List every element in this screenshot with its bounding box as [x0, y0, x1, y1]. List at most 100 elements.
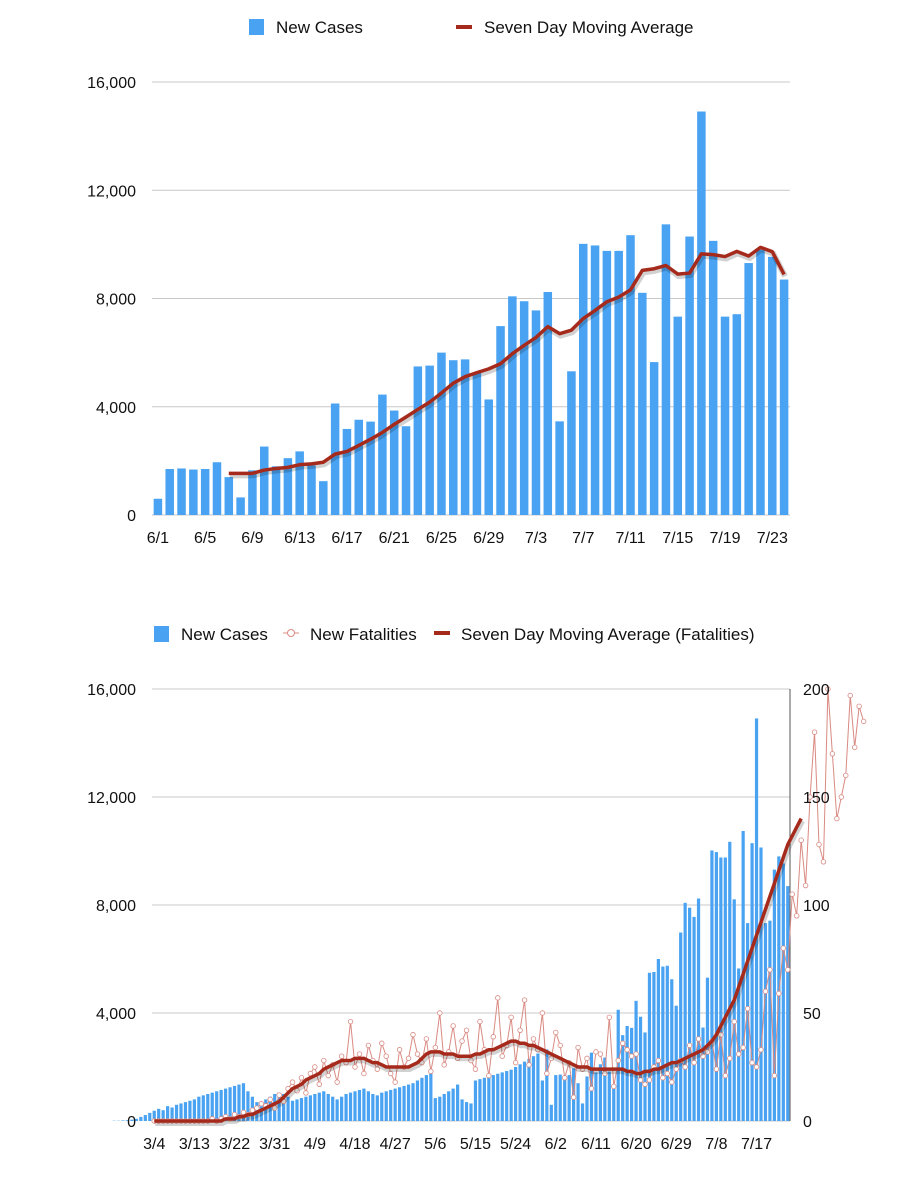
x-tick-label: 6/9	[241, 530, 263, 547]
left-y-tick-label: 16,000	[87, 682, 136, 699]
bar	[330, 403, 340, 515]
fatality-point	[495, 995, 501, 1001]
fatality-point	[713, 1066, 720, 1072]
x-tick-label: 6/13	[284, 530, 315, 547]
bar	[732, 314, 742, 515]
fatality-point	[561, 1075, 568, 1081]
chart1-x-axis: 6/1 6/5 6/9 6/13 6/17 6/21 6/25 6/29 7/3 7/7 7/11 7…	[147, 530, 788, 547]
x-tick-label: 6/20	[621, 1136, 652, 1153]
fatality-point	[856, 703, 862, 709]
fatality-point	[727, 1055, 733, 1062]
bar	[433, 1098, 437, 1121]
bar	[670, 979, 674, 1121]
fatality-point	[437, 1010, 443, 1016]
bar	[148, 1112, 152, 1121]
fatality-point	[508, 1014, 514, 1021]
bar	[415, 1080, 420, 1121]
bar	[708, 240, 718, 515]
bar	[567, 371, 576, 515]
bar	[598, 1064, 602, 1121]
fatality-point	[539, 1010, 546, 1016]
fatality-point	[521, 997, 528, 1003]
bar	[183, 1102, 188, 1121]
fatality-point	[758, 1047, 764, 1053]
bar	[161, 1110, 165, 1121]
bar	[616, 1009, 620, 1121]
bar	[750, 843, 754, 1121]
fatality-point	[459, 1038, 465, 1044]
bar	[661, 966, 665, 1121]
fatality-point	[762, 988, 769, 995]
fatality-point	[490, 1034, 497, 1040]
bar	[625, 1025, 629, 1121]
fatality-point	[271, 1105, 278, 1111]
bar	[786, 886, 790, 1121]
bar	[549, 1104, 553, 1121]
right-y-tick-label: 50	[803, 1006, 821, 1023]
fatality-point	[486, 1072, 492, 1079]
bar	[375, 1095, 379, 1121]
fatality-point	[811, 729, 818, 735]
bar	[451, 1088, 455, 1121]
fatality-point	[294, 1088, 300, 1094]
bar	[621, 1035, 625, 1121]
bar	[362, 1088, 366, 1121]
left-y-tick-label: 8,000	[96, 898, 136, 915]
fatality-point	[686, 1042, 693, 1049]
bar	[647, 972, 652, 1121]
fatality-point	[789, 891, 795, 897]
bar	[246, 1091, 250, 1121]
bar	[540, 1080, 544, 1121]
bar	[447, 1091, 451, 1121]
bar	[348, 1092, 353, 1121]
bar	[555, 421, 564, 515]
bar	[236, 497, 245, 515]
chart1-lines	[228, 245, 788, 479]
fatality-point	[321, 1057, 327, 1064]
fatality-point	[588, 1085, 595, 1092]
bar	[558, 1074, 562, 1121]
bar	[210, 1092, 214, 1121]
fatality-point	[628, 1053, 635, 1059]
bar	[401, 426, 411, 515]
bar	[215, 1091, 219, 1121]
fatality-point	[428, 1068, 434, 1075]
bar	[685, 236, 694, 516]
fatality-point	[731, 1018, 737, 1025]
fatality-point	[396, 1047, 403, 1053]
x-tick-label: 6/21	[379, 530, 410, 547]
fatality-point	[316, 1081, 323, 1087]
bar	[286, 1096, 290, 1121]
fatality-point	[722, 1072, 729, 1079]
bar	[212, 462, 222, 515]
fatality-point	[276, 1092, 282, 1098]
x-tick-label: 6/25	[426, 530, 457, 547]
bar	[732, 899, 736, 1121]
bar	[413, 366, 423, 515]
bar	[380, 1092, 384, 1121]
bar	[554, 1075, 558, 1121]
bar	[224, 477, 234, 515]
fatality-point	[847, 692, 853, 699]
fatality-point	[334, 1079, 340, 1085]
fatality-point	[597, 1051, 604, 1057]
bar	[460, 1099, 464, 1121]
y-tick-label: 8,000	[96, 292, 136, 309]
bar	[449, 360, 458, 515]
x-tick-label: 7/8	[705, 1136, 727, 1153]
bar	[607, 1071, 611, 1121]
bar	[425, 365, 434, 515]
bar	[378, 394, 387, 515]
bar	[157, 1108, 161, 1121]
y-tick-label: 0	[127, 508, 136, 525]
fatality-point	[669, 1079, 675, 1085]
bar	[277, 1092, 281, 1121]
bar	[482, 1077, 486, 1121]
bar	[282, 1094, 286, 1121]
bar	[429, 1072, 433, 1121]
y-tick-label: 16,000	[87, 75, 136, 92]
bar	[656, 959, 660, 1121]
bar	[754, 718, 759, 1121]
bar	[125, 1120, 130, 1121]
bar	[576, 1083, 580, 1121]
